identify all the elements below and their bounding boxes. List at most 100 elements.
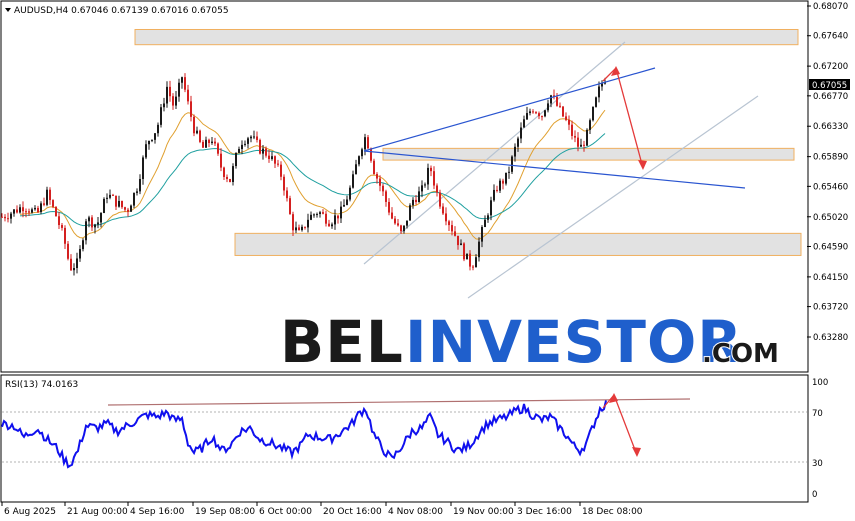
candle-body — [379, 178, 381, 186]
candle-body — [526, 113, 528, 120]
candle-body — [232, 166, 234, 183]
candle-body — [247, 138, 249, 144]
candle-body — [37, 207, 39, 213]
candle-body — [253, 136, 255, 138]
support-resistance-zones[interactable] — [134, 28, 802, 256]
candle-body — [91, 217, 93, 228]
candle-body — [499, 180, 501, 191]
watermark-investor: INVESTOR — [405, 308, 743, 376]
candle-body — [355, 164, 357, 175]
candle-body — [502, 180, 504, 184]
candle-body — [442, 206, 444, 214]
candle-body — [316, 214, 318, 216]
forecast-arrows — [602, 66, 647, 170]
candle-body — [259, 139, 261, 154]
candle-body — [346, 199, 348, 205]
candle-body — [103, 198, 105, 213]
candle-body — [109, 194, 111, 198]
candle-body — [457, 235, 459, 246]
time-tick-label: 20 Oct 16:00 — [323, 507, 382, 517]
candle-body — [529, 111, 531, 114]
candle-body — [511, 156, 513, 172]
candle-body — [589, 120, 591, 130]
candle-body — [352, 174, 354, 188]
price-tick-label: 0.65460 — [813, 182, 848, 192]
channel-lower-line[interactable] — [467, 95, 759, 299]
moving-averages — [19, 109, 606, 240]
candle-body — [559, 105, 561, 107]
candle-body — [61, 225, 63, 228]
time-tick-label: 19 Sep 08:00 — [195, 507, 255, 517]
candle-body — [412, 199, 414, 206]
time-tick-label: 6 Oct 00:00 — [259, 507, 312, 517]
candle-body — [58, 216, 60, 226]
candle-body — [565, 116, 567, 120]
candle-body — [424, 184, 426, 186]
candle-body — [172, 96, 174, 106]
watermark-com: .COM — [702, 339, 779, 369]
candle-body — [160, 107, 162, 125]
candle-body — [496, 189, 498, 191]
candle-body — [85, 221, 87, 241]
candle-body — [475, 257, 477, 268]
candle-body — [601, 83, 603, 87]
candle-body — [445, 213, 447, 222]
chart-header: AUDUSD,H4 0.67046 0.67139 0.67016 0.6705… — [5, 6, 229, 16]
candle-body — [40, 203, 42, 213]
candle-body — [307, 219, 309, 228]
candle-body — [49, 189, 51, 201]
candle-body — [583, 144, 585, 146]
candle-body — [211, 141, 213, 144]
candle-body — [331, 224, 333, 227]
price-tick-label: 0.66330 — [813, 122, 848, 132]
trendline-upper[interactable] — [363, 67, 656, 152]
candle-body — [10, 213, 12, 219]
candle-body — [133, 192, 135, 206]
candle-body — [112, 194, 114, 196]
candle-body — [202, 141, 204, 148]
zone-1[interactable] — [382, 147, 795, 161]
candle-body — [13, 209, 15, 214]
candle-body — [517, 138, 519, 147]
candle-body — [277, 163, 279, 165]
zone-2[interactable] — [234, 232, 802, 256]
candle-body — [328, 223, 330, 227]
candle-body — [100, 212, 102, 223]
candle-body — [460, 243, 462, 246]
candle-body — [187, 89, 189, 102]
price-tick-label: 0.65890 — [813, 153, 848, 163]
candle-body — [130, 205, 132, 212]
price-tick-label: 0.64150 — [813, 273, 848, 283]
time-axis: 6 Aug 2025 21 Aug 00:00 4 Sep 16:00 19 Sep … — [1, 502, 643, 517]
candle-body — [598, 86, 600, 98]
candle-body — [208, 139, 210, 144]
zone-0[interactable] — [134, 28, 799, 46]
candle-body — [430, 167, 432, 172]
time-tick-label: 19 Nov 00:00 — [453, 507, 514, 517]
candle-body — [541, 116, 543, 118]
dropdown-triangle-icon[interactable] — [5, 8, 11, 12]
trendline-lower[interactable] — [363, 150, 746, 189]
candle-body — [19, 207, 21, 213]
candle-body — [421, 185, 423, 192]
arrow-head-up — [611, 66, 620, 76]
candle-body — [139, 179, 141, 192]
candle-body — [184, 77, 186, 90]
candle-body — [574, 135, 576, 138]
watermark: BEL INVESTOR .COM — [279, 307, 780, 378]
candle-body — [514, 146, 516, 157]
candle-body — [250, 136, 252, 139]
candle-body — [190, 101, 192, 117]
candle-body — [400, 225, 402, 232]
time-tick-label: 21 Aug 00:00 — [67, 507, 128, 517]
candle-body — [391, 212, 393, 219]
current-price-label: 0.67055 — [812, 81, 847, 91]
rsi-tick-30: 30 — [812, 459, 823, 469]
candle-body — [463, 243, 465, 260]
trend-lines[interactable] — [363, 67, 746, 189]
candle-body — [433, 171, 435, 186]
candle-body — [403, 225, 405, 232]
candle-body — [217, 143, 219, 154]
rsi-trendline[interactable] — [107, 398, 691, 406]
